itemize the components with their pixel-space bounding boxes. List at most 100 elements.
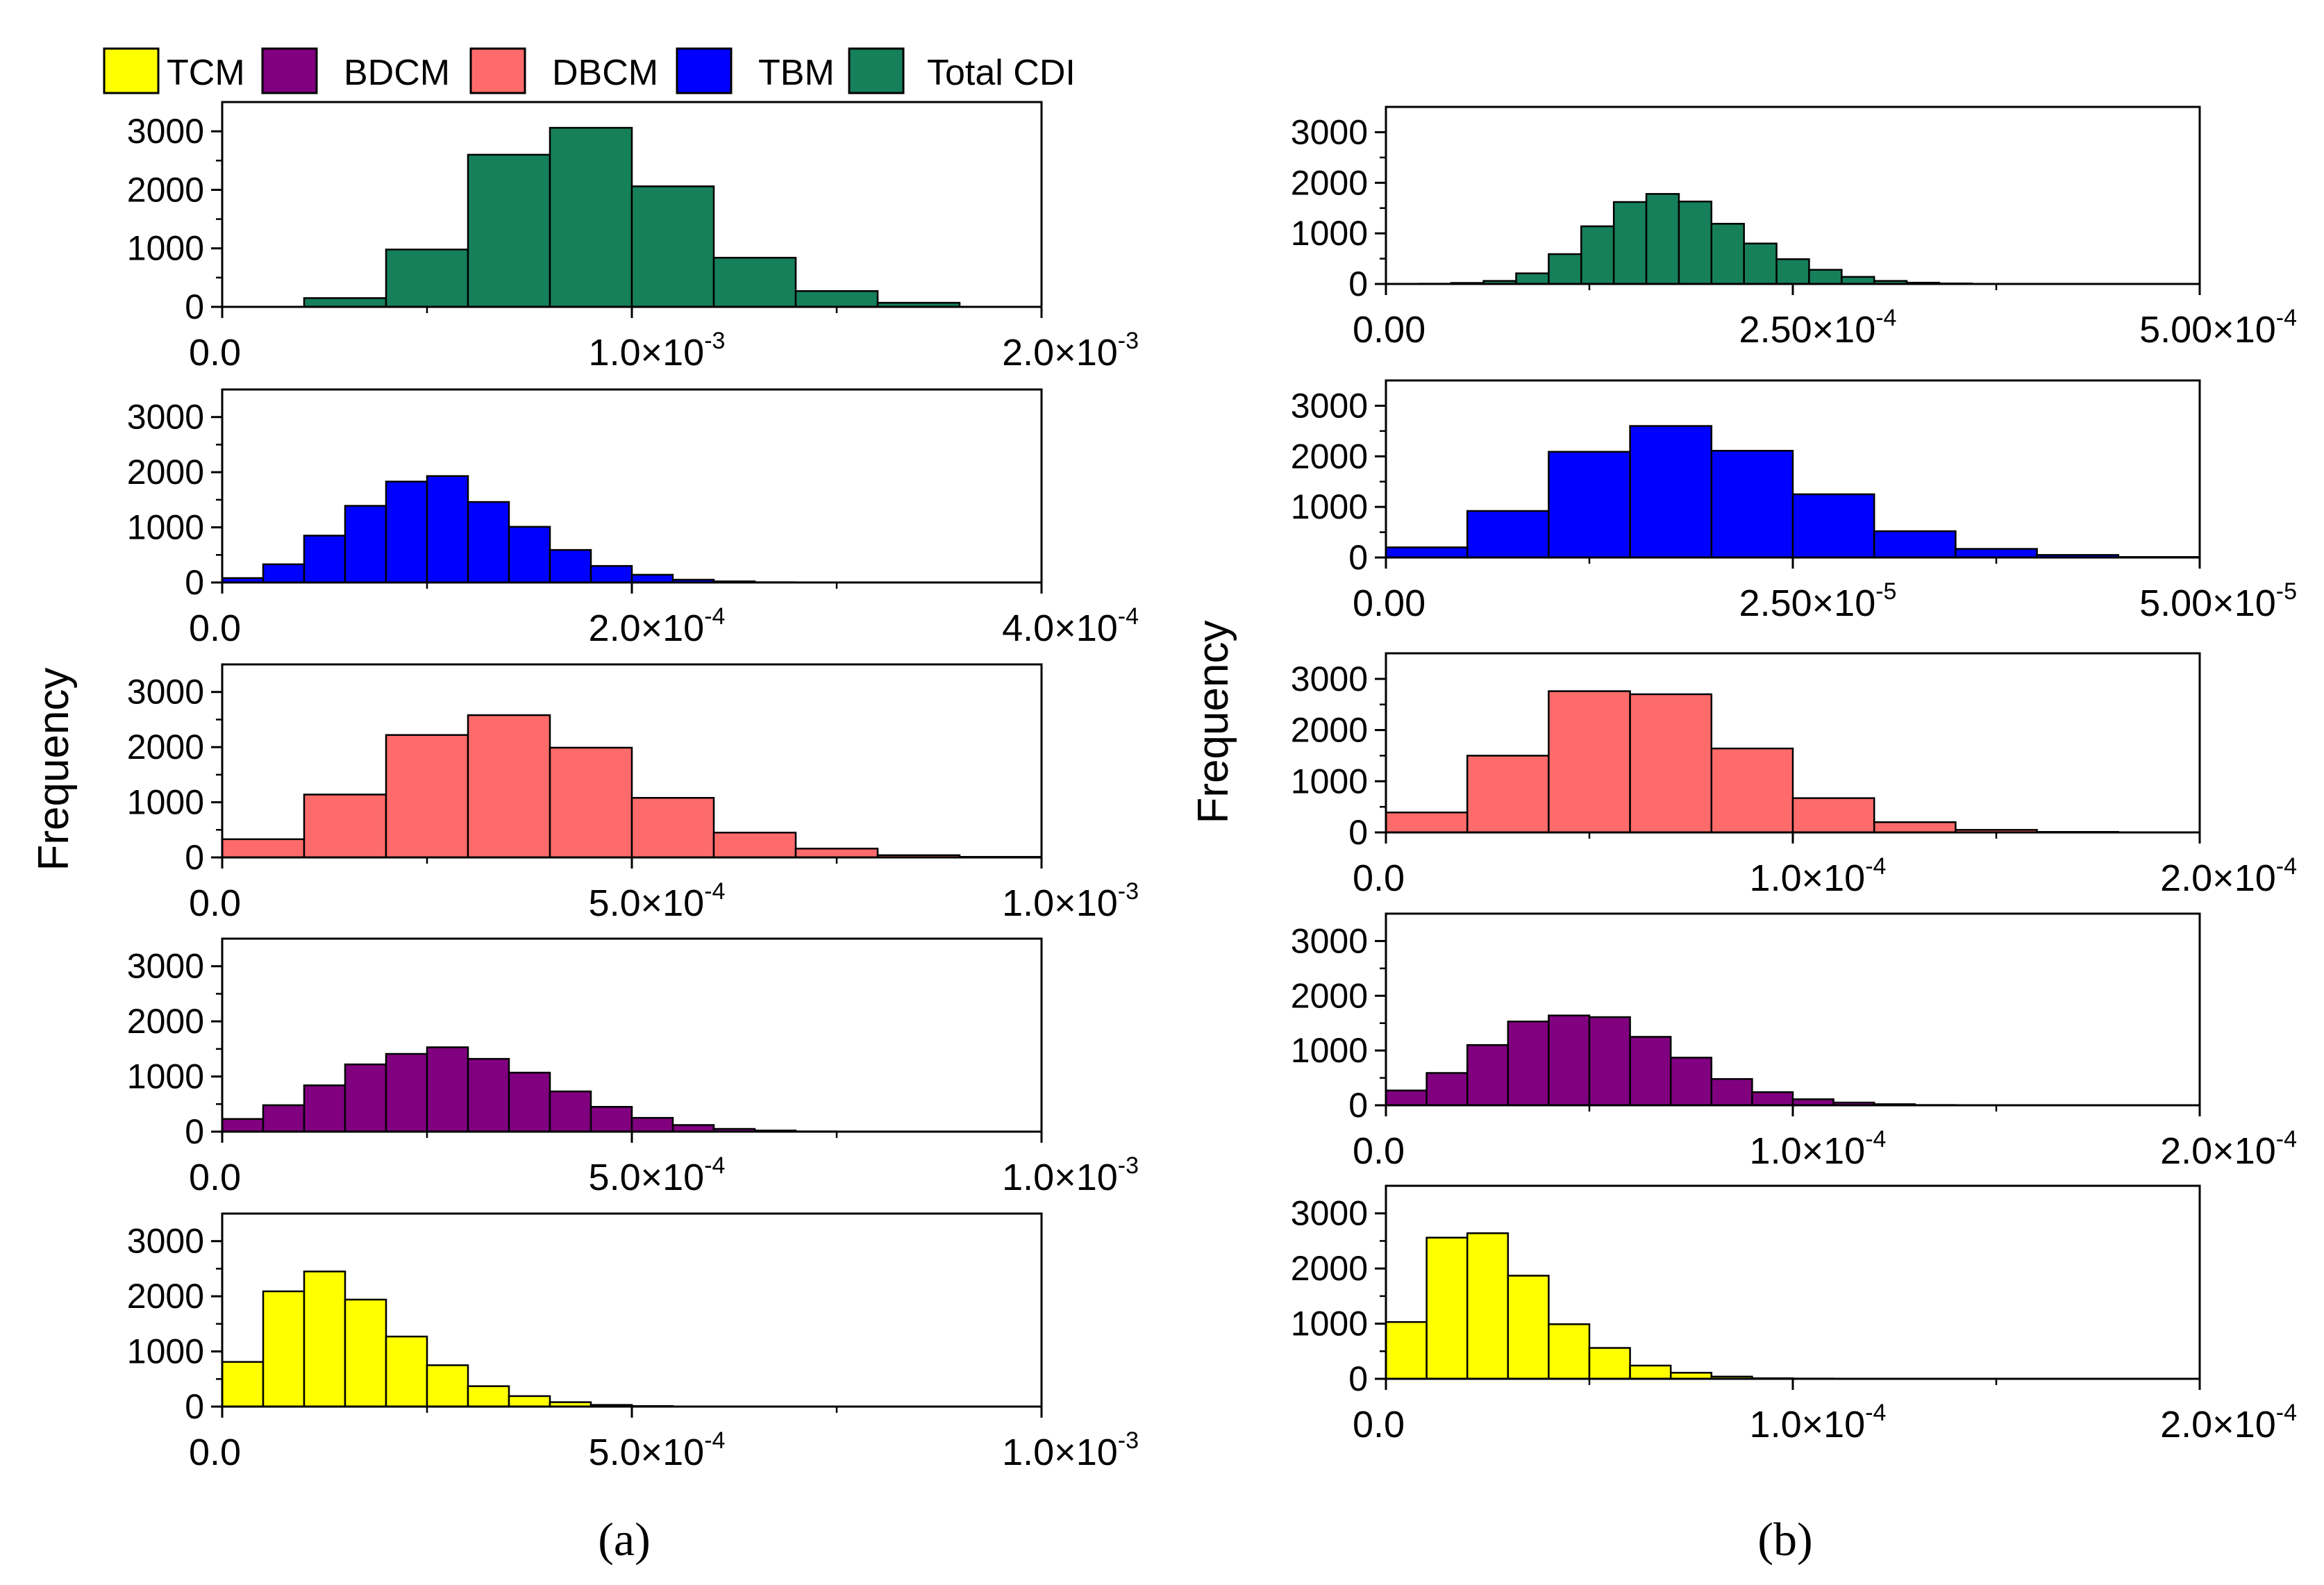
y-tick-label: 3000 bbox=[1291, 112, 1368, 151]
y-tick-label: 1000 bbox=[127, 508, 204, 547]
y-tick-label: 0 bbox=[1348, 1086, 1368, 1125]
x-tick-label: 0.0 bbox=[189, 1157, 241, 1198]
histogram-bar bbox=[1385, 812, 1469, 834]
histogram-bar bbox=[1426, 1236, 1469, 1380]
x-tick-label: 0.0 bbox=[189, 1432, 241, 1473]
histogram-bar bbox=[1775, 258, 1810, 285]
histogram-b-tcm: 0 1000 2000 3000 0.0 1.0×10-4 2.0×10-4 bbox=[1291, 1184, 2297, 1445]
histogram-bar bbox=[794, 290, 879, 308]
x-tick-label: 5.0×10-4 bbox=[589, 1427, 726, 1473]
histogram-bar bbox=[630, 573, 674, 584]
histogram-bar bbox=[262, 1290, 306, 1408]
histogram-bar bbox=[1466, 1232, 1510, 1380]
x-tick-label: 1.0×10-3 bbox=[589, 328, 726, 374]
histogram-bar bbox=[630, 1116, 674, 1133]
histogram-bar bbox=[221, 838, 306, 859]
x-tick-label: 5.00×10-5 bbox=[2139, 578, 2297, 624]
histogram-bar bbox=[1955, 548, 2038, 559]
histogram-bar bbox=[630, 185, 715, 308]
histogram-bar bbox=[344, 1298, 387, 1408]
y-tick-label: 2000 bbox=[1291, 711, 1368, 750]
x-tick-label: 1.0×10-3 bbox=[1002, 1427, 1139, 1473]
legend-label-total-cdi: Total CDI bbox=[927, 53, 1076, 93]
y-tick-label: 0 bbox=[185, 1387, 204, 1426]
frequency-ylabel-left: Frequency bbox=[30, 668, 78, 871]
y-tick-label: 1000 bbox=[1291, 762, 1368, 800]
histogram-bar bbox=[1791, 493, 1875, 559]
histogram-bar bbox=[1548, 1323, 1591, 1380]
x-tick-label: 2.0×10-4 bbox=[2160, 1400, 2297, 1445]
y-tick-label: 0 bbox=[185, 563, 204, 602]
y-tick-label: 2000 bbox=[127, 453, 204, 492]
plot-frame bbox=[1385, 106, 2201, 285]
histogram-bar bbox=[590, 1106, 633, 1133]
histogram-bar bbox=[1588, 1347, 1631, 1380]
x-tick-label: 1.0×10-3 bbox=[1002, 1152, 1139, 1198]
legend-label-tbm: TBM bbox=[758, 53, 835, 93]
histogram-bar bbox=[262, 1104, 306, 1133]
x-tick-label: 5.0×10-4 bbox=[589, 1152, 726, 1198]
histogram-bar bbox=[1548, 690, 1631, 834]
x-tick-label: 0.0 bbox=[189, 607, 241, 649]
y-tick-label: 3000 bbox=[1291, 386, 1368, 425]
x-tick-label: 0.0 bbox=[1353, 857, 1405, 899]
histogram-bar bbox=[467, 1385, 510, 1408]
histogram-a-dbcm: 0 1000 2000 3000 0.0 5.0×10-4 1.0×10-3 bbox=[127, 663, 1139, 924]
histogram-bar bbox=[1710, 747, 1794, 834]
y-tick-label: 2000 bbox=[127, 1277, 204, 1316]
y-tick-label: 3000 bbox=[127, 398, 204, 437]
legend-swatch-bdcm bbox=[261, 47, 318, 94]
histogram-bar bbox=[1385, 1320, 1428, 1380]
legend-swatch-dbcm bbox=[469, 47, 526, 94]
histogram-bar bbox=[1385, 546, 1469, 559]
y-tick-label: 3000 bbox=[1291, 1194, 1368, 1233]
y-tick-label: 3000 bbox=[127, 673, 204, 712]
y-tick-label: 1000 bbox=[127, 1057, 204, 1096]
histogram-bar bbox=[1612, 201, 1648, 285]
histogram-bar bbox=[1515, 272, 1550, 285]
x-tick-label: 0.0 bbox=[1353, 1404, 1405, 1445]
x-tick-label: 2.0×10-4 bbox=[2160, 1126, 2297, 1172]
histogram-bar bbox=[344, 1063, 387, 1133]
x-tick-label: 1.0×10-4 bbox=[1750, 853, 1887, 899]
y-tick-label: 3000 bbox=[127, 112, 204, 151]
x-tick-label: 2.0×10-4 bbox=[589, 603, 726, 649]
histogram-bar bbox=[385, 1053, 428, 1133]
histogram-bar bbox=[712, 256, 797, 308]
histogram-bar bbox=[303, 1270, 346, 1408]
histogram-bar bbox=[549, 548, 592, 584]
legend: TCM BDCM DBCM TBM Total CDI bbox=[103, 47, 1076, 94]
y-tick-label: 0 bbox=[1348, 538, 1368, 577]
y-tick-label: 3000 bbox=[127, 947, 204, 986]
histogram-bar bbox=[1645, 193, 1680, 285]
histogram-bar bbox=[549, 126, 633, 308]
histogram-bar bbox=[1466, 1044, 1510, 1107]
panel-label-b: (b) bbox=[1757, 1513, 1812, 1566]
histogram-bar bbox=[1710, 1077, 1753, 1107]
legend-swatch-total-cdi bbox=[848, 47, 905, 94]
y-tick-label: 1000 bbox=[127, 229, 204, 268]
legend-swatch-tcm bbox=[103, 47, 160, 94]
x-tick-label: 0.00 bbox=[1353, 309, 1426, 351]
histogram-bar bbox=[385, 1335, 428, 1408]
histogram-a-total-cdi: 0 1000 2000 3000 0.0 1.0×10-3 2.0×10-3 bbox=[127, 101, 1139, 374]
y-tick-label: 1000 bbox=[127, 783, 204, 822]
histogram-b-dbcm: 0 1000 2000 3000 0.0 1.0×10-4 2.0×10-4 bbox=[1291, 652, 2297, 899]
legend-label-bdcm: BDCM bbox=[344, 53, 450, 93]
histogram-bar bbox=[1873, 530, 1957, 559]
histogram-bar bbox=[344, 505, 387, 584]
histogram-b-bdcm: 0 1000 2000 3000 0.0 1.0×10-4 2.0×10-4 bbox=[1291, 912, 2297, 1172]
histogram-bar bbox=[426, 1046, 469, 1133]
histogram-bar bbox=[1466, 755, 1550, 834]
histogram-b-tbm: 0 1000 2000 3000 0.00 2.50×10-5 5.00×10-5 bbox=[1291, 379, 2297, 624]
histogram-bar bbox=[1808, 269, 1843, 285]
y-tick-label: 2000 bbox=[1291, 1249, 1368, 1288]
x-tick-label: 2.0×10-3 bbox=[1002, 328, 1139, 374]
y-tick-label: 2000 bbox=[127, 170, 204, 209]
histogram-bar bbox=[1678, 200, 1713, 285]
y-tick-label: 0 bbox=[185, 838, 204, 877]
y-tick-label: 3000 bbox=[127, 1222, 204, 1261]
x-tick-label: 5.00×10-4 bbox=[2139, 305, 2297, 351]
histogram-bar bbox=[630, 796, 715, 859]
histogram-bar bbox=[1466, 510, 1550, 559]
